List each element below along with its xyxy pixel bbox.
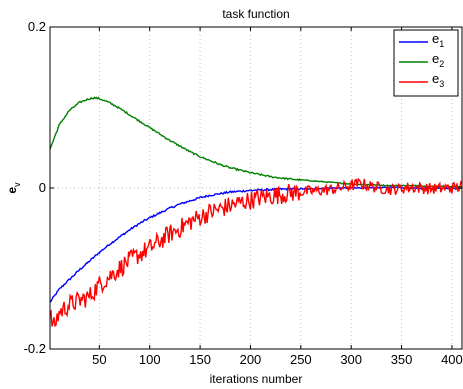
y-tick-label: 0.2 bbox=[28, 19, 46, 34]
legend-label-sub: 2 bbox=[439, 59, 444, 69]
legend-label-main: e bbox=[432, 31, 439, 46]
x-tick-label: 400 bbox=[441, 352, 463, 367]
x-tick-label: 300 bbox=[340, 352, 362, 367]
x-axis-label: iterations number bbox=[210, 372, 303, 386]
x-tick-label: 50 bbox=[92, 352, 106, 367]
legend-label-main: e bbox=[432, 51, 439, 66]
series-group bbox=[49, 96, 463, 328]
y-tick-label: -0.2 bbox=[24, 341, 46, 356]
x-tick-label: 100 bbox=[139, 352, 161, 367]
ticks-group: 50 100 150 200 250 300 350 400 -0.2 0 0.2 bbox=[24, 19, 463, 367]
x-tick-label: 350 bbox=[391, 352, 413, 367]
chart-title: task function bbox=[222, 7, 289, 21]
x-tick-label: 150 bbox=[189, 352, 211, 367]
x-tick-label: 250 bbox=[290, 352, 312, 367]
y-axis-label-main: e bbox=[5, 187, 19, 194]
y-axis-label-sub: v bbox=[12, 182, 22, 187]
legend-label-sub: 1 bbox=[439, 39, 444, 49]
legend-label-main: e bbox=[432, 71, 439, 86]
series-line-e3 bbox=[49, 177, 463, 328]
legend-label-e1: e1 bbox=[432, 31, 444, 49]
legend-label-sub: 3 bbox=[439, 79, 444, 89]
x-tick-label: 200 bbox=[240, 352, 262, 367]
legend-label-e2: e2 bbox=[432, 51, 444, 69]
legend-box bbox=[393, 29, 459, 97]
y-tick-label: 0 bbox=[39, 180, 46, 195]
y-axis-label: ev bbox=[5, 182, 22, 194]
series-line-e1 bbox=[49, 185, 463, 303]
legend-label-e3: e3 bbox=[432, 71, 444, 89]
